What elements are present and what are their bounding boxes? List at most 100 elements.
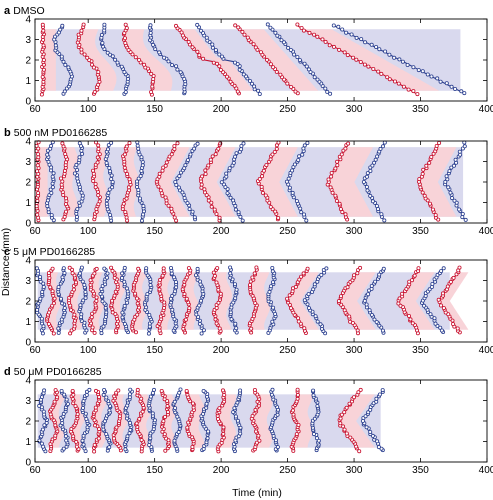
stripe-b-17 <box>443 140 468 222</box>
stripe-d-8 <box>122 387 134 454</box>
data-point <box>299 25 304 30</box>
panel-b: 0 1 2 3 4 60 100 150 200 250 300 350 400 b 500 nM PD0… <box>4 127 493 237</box>
data-point <box>250 275 255 280</box>
data-point <box>97 199 102 204</box>
data-point <box>383 49 388 54</box>
data-point <box>375 154 380 159</box>
data-point <box>146 331 151 336</box>
data-point <box>48 187 53 192</box>
data-point <box>237 67 242 72</box>
data-point <box>457 265 462 270</box>
data-point <box>173 406 178 411</box>
data-point <box>75 207 80 212</box>
data-point <box>296 422 301 427</box>
x-tick-label: 60 <box>29 104 41 115</box>
data-point <box>305 140 310 145</box>
data-point <box>337 154 342 159</box>
data-point <box>232 406 237 411</box>
data-point <box>135 143 140 148</box>
stripe-d-21 <box>337 387 363 454</box>
data-point <box>381 266 386 271</box>
data-point <box>56 330 61 335</box>
data-point <box>241 72 246 77</box>
data-point <box>335 163 340 168</box>
data-point <box>221 425 226 430</box>
x-tick-label: 200 <box>213 104 230 115</box>
stripe-d-9 <box>133 387 146 454</box>
data-point <box>63 152 68 157</box>
data-point <box>274 69 279 74</box>
stripe-d-19 <box>289 387 301 453</box>
data-point <box>292 162 297 167</box>
data-point <box>424 163 429 168</box>
data-point <box>102 22 107 27</box>
data-point <box>378 146 383 151</box>
data-point <box>113 57 118 62</box>
data-point <box>198 298 203 303</box>
data-point <box>79 265 84 270</box>
data-point <box>82 52 87 57</box>
data-point <box>210 45 215 50</box>
data-point <box>108 212 113 217</box>
data-point <box>90 311 95 316</box>
data-point <box>405 63 410 68</box>
data-point <box>275 33 280 38</box>
data-point <box>39 92 44 97</box>
data-point <box>151 42 156 47</box>
data-point <box>50 289 55 294</box>
data-point <box>228 265 233 270</box>
ribbon-c-23 <box>397 272 435 330</box>
data-point <box>296 158 301 163</box>
data-point <box>374 319 379 324</box>
data-point <box>369 312 374 317</box>
data-point <box>440 291 445 296</box>
stripe-c-24 <box>419 266 446 334</box>
data-point <box>173 179 178 184</box>
data-point <box>372 160 377 165</box>
data-point <box>56 326 61 331</box>
data-point <box>427 160 432 165</box>
y-tick-label: 3 <box>25 396 31 407</box>
data-point <box>333 193 338 198</box>
data-point <box>75 412 80 417</box>
data-point <box>84 392 89 397</box>
data-point <box>40 22 45 27</box>
data-point <box>121 201 126 206</box>
data-point <box>313 314 318 319</box>
stripe-b-15 <box>361 140 387 223</box>
data-point <box>345 53 350 58</box>
data-point <box>247 282 252 287</box>
data-point <box>342 308 347 313</box>
x-tick-label: 200 <box>213 345 230 356</box>
data-point <box>364 174 369 179</box>
data-point <box>80 279 85 284</box>
data-point <box>166 59 171 64</box>
data-point <box>315 77 320 82</box>
data-point <box>163 195 168 200</box>
data-point <box>422 193 427 198</box>
data-point <box>171 275 176 280</box>
data-point <box>412 273 417 278</box>
data-point <box>257 92 262 97</box>
data-point <box>368 429 373 434</box>
data-point <box>439 328 444 333</box>
y-tick-label: 2 <box>25 297 31 308</box>
data-point <box>133 291 138 296</box>
data-point <box>257 438 262 443</box>
data-point <box>35 212 40 217</box>
data-point <box>224 171 229 176</box>
data-point <box>104 432 109 437</box>
data-point <box>198 282 203 287</box>
data-point <box>135 301 140 306</box>
data-point <box>138 174 143 179</box>
data-point <box>182 322 187 327</box>
data-point <box>174 64 179 69</box>
data-point <box>387 77 392 82</box>
stripe-b-12 <box>255 140 281 222</box>
stripe-d-13 <box>184 388 196 453</box>
data-point <box>345 285 350 290</box>
data-point <box>99 32 104 37</box>
data-point <box>122 70 127 75</box>
data-point <box>409 278 414 283</box>
